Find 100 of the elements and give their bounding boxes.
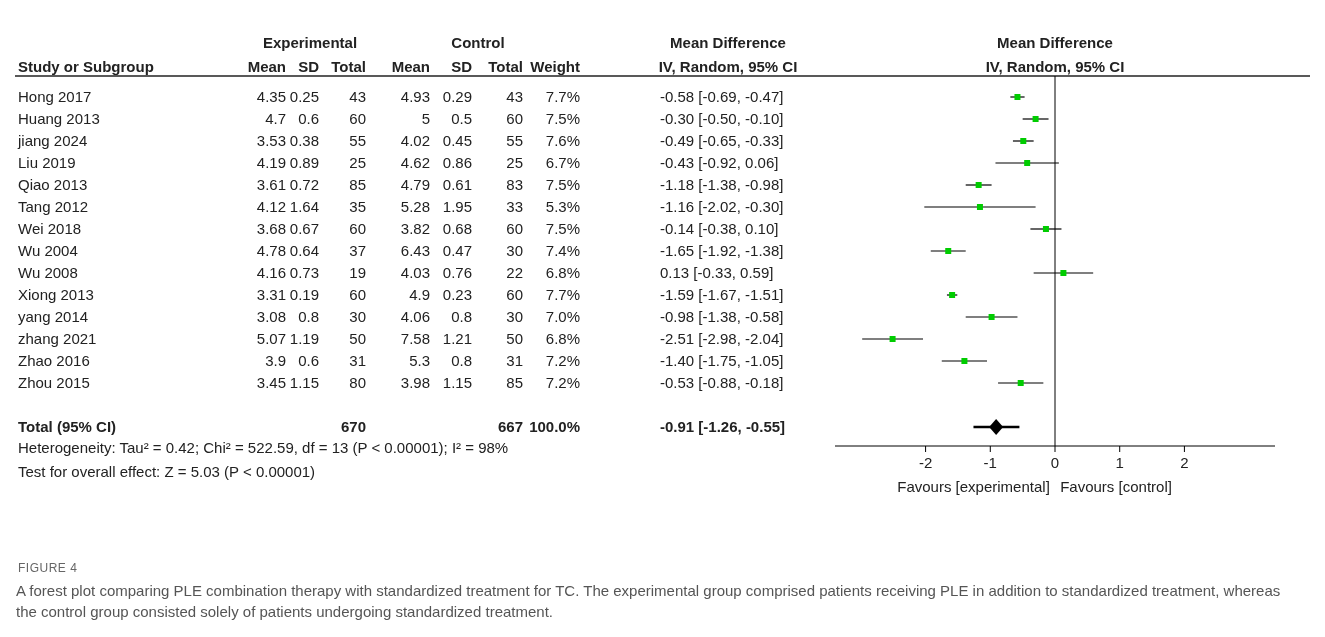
- data-label: 30: [506, 242, 523, 259]
- text: Study or Subgroup: [18, 58, 154, 75]
- data-label: 1.15: [442, 374, 472, 391]
- category-label: zhang 2021: [18, 330, 97, 347]
- data-label: 4.12: [256, 198, 286, 215]
- caption: FIGURE 4: [18, 561, 78, 575]
- data-label: 80: [349, 374, 366, 391]
- data-label: 670: [340, 418, 366, 435]
- data-label: 19: [349, 264, 366, 281]
- data-label: 3.45: [256, 374, 286, 391]
- data-label: 31: [349, 352, 366, 369]
- data-label: 0.8: [298, 308, 319, 325]
- data-label: -2.51 [-2.98, -2.04]: [660, 330, 784, 347]
- data-label: 7.7%: [545, 286, 580, 303]
- data-label: 55: [349, 132, 366, 149]
- category-label: Qiao 2013: [18, 176, 88, 193]
- data-label: 667: [497, 418, 523, 435]
- data-label: 4.16: [256, 264, 286, 281]
- category-label: Huang 2013: [18, 110, 100, 127]
- data-label: 0.38: [289, 132, 319, 149]
- data-label: 0.8: [451, 352, 472, 369]
- category-label: Hong 2017: [18, 88, 92, 105]
- data-label: 25: [349, 154, 366, 171]
- data-label: 43: [506, 88, 523, 105]
- x-tick-label: 1: [1115, 454, 1124, 471]
- text: A forest plot comparing PLE combination therapy with standardized treatment for TC. The experimental group comprised patients receiving PLE in addition to standardized treatment, whereas the control group consisted solely of patients undergoing standardized treatment.: [16, 581, 1282, 622]
- data-label: 6.43: [400, 242, 430, 259]
- data-label: 50: [349, 330, 366, 347]
- data-label: 85: [506, 374, 523, 391]
- data-label: 60: [506, 110, 523, 127]
- data-label: 0.89: [289, 154, 319, 171]
- text: Total: [488, 58, 523, 75]
- data-label: 50: [506, 330, 523, 347]
- data-label: 5.07: [256, 330, 286, 347]
- data-label: 0.5: [451, 110, 472, 127]
- data-label: -0.91 [-1.26, -0.55]: [660, 418, 786, 435]
- text: Mean: [247, 58, 286, 75]
- data-label: -0.49 [-0.65, -0.33]: [660, 132, 784, 149]
- data-label: 6.8%: [545, 264, 580, 281]
- category-label: yang 2014: [18, 308, 89, 325]
- data-label: 7.5%: [545, 110, 580, 127]
- data-label: 0.29: [442, 88, 472, 105]
- data-label: -1.59 [-1.67, -1.51]: [660, 286, 784, 303]
- text: Total: [331, 58, 366, 75]
- data-label: -0.58 [-0.69, -0.47]: [660, 88, 784, 105]
- text: Control: [451, 34, 505, 51]
- data-label: 4.78: [256, 242, 286, 259]
- x-tick-label: 2: [1180, 454, 1189, 471]
- data-label: 0.72: [289, 176, 319, 193]
- data-label: 4.62: [400, 154, 430, 171]
- text: SD: [451, 58, 473, 75]
- data-label: 3.68: [256, 220, 286, 237]
- data-label: -1.65 [-1.92, -1.38]: [660, 242, 784, 259]
- data-label: -0.53 [-0.88, -0.18]: [660, 374, 784, 391]
- data-label: 4.02: [400, 132, 430, 149]
- category-label: jiang 2024: [17, 132, 88, 149]
- data-label: 4.93: [400, 88, 430, 105]
- data-label: 0.73: [289, 264, 319, 281]
- data-label: 0.76: [442, 264, 472, 281]
- data-label: 4.79: [400, 176, 430, 193]
- category-label: Zhou 2015: [18, 374, 90, 391]
- data-label: 0.64: [289, 242, 319, 259]
- data-label: 1.21: [442, 330, 472, 347]
- data-label: -0.14 [-0.38, 0.10]: [660, 220, 779, 237]
- data-label: 60: [349, 220, 366, 237]
- data-label: 55: [506, 132, 523, 149]
- data-label: 60: [506, 286, 523, 303]
- data-label: 4.9: [409, 286, 430, 303]
- chart-title: Mean Difference: [997, 34, 1113, 51]
- data-label: 3.08: [256, 308, 286, 325]
- data-label: 3.9: [265, 352, 286, 369]
- category-label: Zhao 2016: [18, 352, 90, 369]
- data-label: 33: [506, 198, 523, 215]
- data-label: 3.98: [400, 374, 430, 391]
- text: Favours [experimental]: [897, 478, 1050, 495]
- category-label: Tang 2012: [18, 198, 89, 215]
- data-label: 1.95: [442, 198, 472, 215]
- data-label: 3.53: [256, 132, 286, 149]
- data-label: 7.5%: [545, 220, 580, 237]
- data-label: 0.47: [442, 242, 472, 259]
- category-label: Liu 2019: [18, 154, 76, 171]
- data-label: 0.67: [289, 220, 319, 237]
- data-label: 7.4%: [545, 242, 580, 259]
- data-label: -1.16 [-2.02, -0.30]: [660, 198, 784, 215]
- data-label: 100.0%: [529, 418, 580, 435]
- text: Weight: [530, 58, 580, 75]
- data-label: 5.28: [400, 198, 430, 215]
- data-label: 7.7%: [545, 88, 580, 105]
- data-label: 60: [349, 286, 366, 303]
- data-label: -0.43 [-0.92, 0.06]: [660, 154, 779, 171]
- category-label: Xiong 2013: [18, 286, 94, 303]
- data-label: 5.3: [409, 352, 430, 369]
- data-label: 6.8%: [545, 330, 580, 347]
- data-label: 43: [349, 88, 366, 105]
- data-label: 37: [349, 242, 366, 259]
- category-label: Wei 2018: [18, 220, 82, 237]
- data-label: 31: [506, 352, 523, 369]
- data-label: 35: [349, 198, 366, 215]
- text: Heterogeneity: Tau² = 0.42; Chi² = 522.59, df = 13 (P < 0.00001); I² = 98%: [18, 439, 509, 456]
- text: Favours [control]: [1060, 478, 1172, 495]
